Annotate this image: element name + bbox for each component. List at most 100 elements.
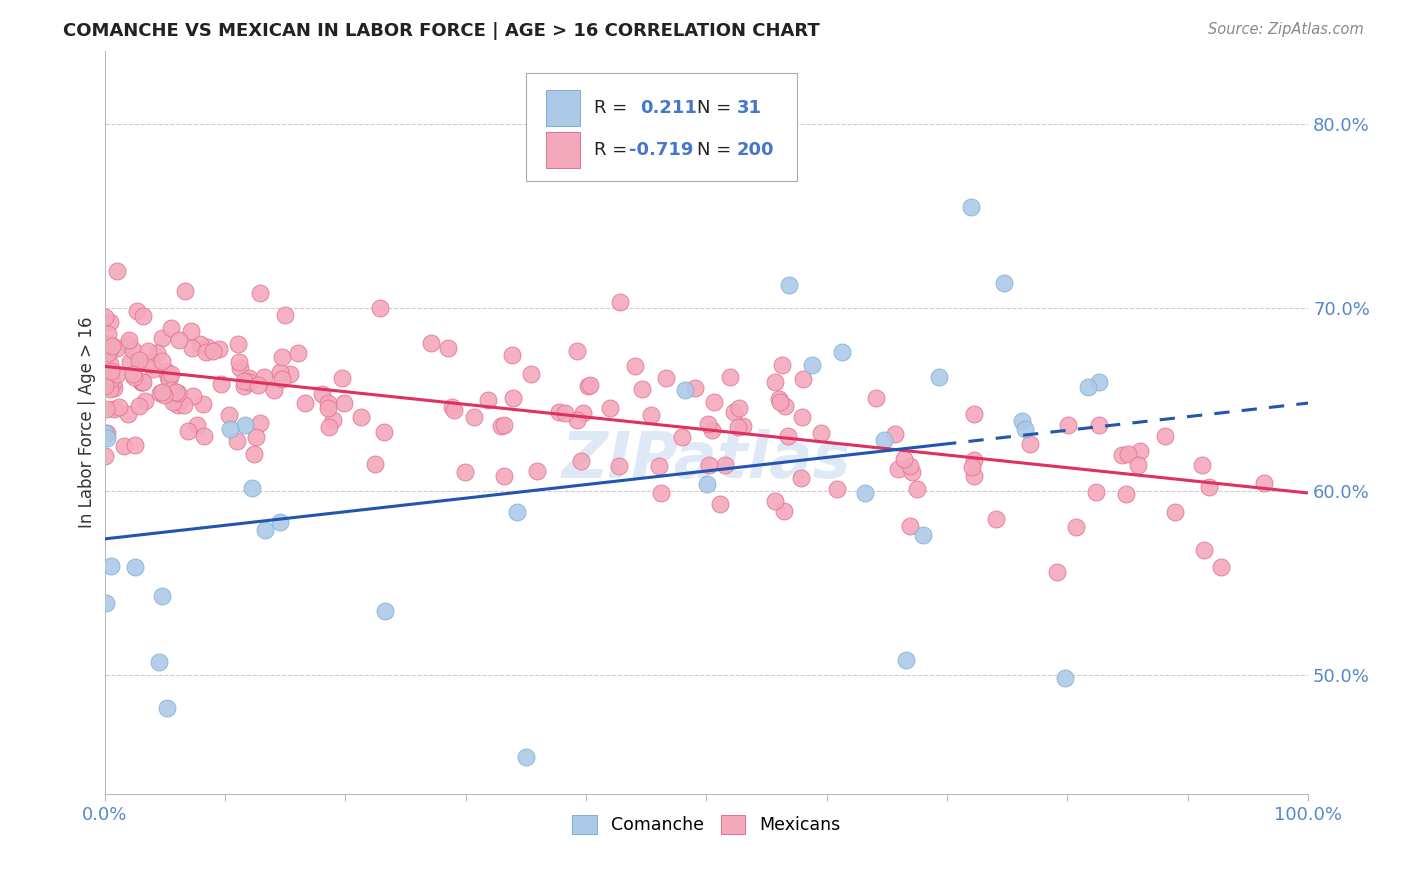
Point (94, 426, 117, 441)
Point (477, 393, 499, 408)
Point (122, 368, 145, 382)
Point (311, 387, 333, 401)
Point (723, 405, 745, 419)
Point (884, 427, 907, 442)
Text: R =: R = (595, 99, 627, 117)
FancyBboxPatch shape (547, 90, 581, 126)
Point (898, 518, 921, 533)
Point (1088, 418, 1111, 433)
Point (554, 406, 576, 420)
Point (181, 389, 204, 403)
Point (135, 356, 157, 370)
Point (872, 433, 894, 447)
Point (162, 395, 184, 409)
Text: 200: 200 (737, 141, 773, 160)
Point (233, 374, 256, 388)
Point (569, 454, 592, 468)
Point (249, 416, 271, 430)
Point (124, 559, 146, 574)
Point (501, 348, 523, 362)
Point (180, 324, 202, 338)
Point (763, 375, 786, 389)
Point (778, 429, 800, 443)
Point (463, 409, 485, 424)
Point (790, 471, 813, 485)
Point (1085, 484, 1108, 499)
Point (96, 426, 118, 441)
Y-axis label: In Labor Force | Age > 16: In Labor Force | Age > 16 (79, 317, 96, 528)
Point (696, 477, 718, 491)
Text: 31: 31 (737, 99, 762, 117)
Point (770, 358, 793, 372)
Point (491, 418, 513, 433)
Point (515, 750, 537, 764)
Point (576, 379, 599, 393)
Point (97, 346, 120, 360)
Point (928, 370, 950, 384)
Point (253, 369, 276, 384)
Point (1194, 542, 1216, 557)
Point (962, 460, 984, 475)
Point (671, 430, 693, 444)
Point (146, 346, 169, 360)
Point (177, 424, 200, 438)
Point (274, 308, 297, 322)
Point (1111, 448, 1133, 462)
Point (228, 355, 250, 369)
Point (494, 469, 516, 483)
Point (263, 383, 285, 397)
Point (166, 384, 188, 399)
Point (152, 589, 174, 603)
Point (364, 458, 387, 472)
Point (648, 459, 671, 474)
Point (333, 396, 356, 410)
Text: Source: ZipAtlas.com: Source: ZipAtlas.com (1208, 22, 1364, 37)
Point (136, 344, 159, 359)
Point (831, 344, 853, 359)
Point (1153, 428, 1175, 442)
Point (441, 400, 464, 414)
Point (122, 369, 145, 384)
Point (218, 408, 240, 422)
Point (887, 461, 910, 475)
Legend: Comanche, Mexicans: Comanche, Mexicans (565, 808, 848, 841)
Point (97, 369, 120, 384)
Point (572, 406, 595, 420)
Point (567, 413, 589, 427)
Point (905, 483, 928, 497)
Point (120, 355, 142, 369)
Point (173, 398, 195, 412)
Point (245, 429, 267, 443)
Point (1163, 505, 1185, 519)
Point (506, 505, 529, 519)
Point (1054, 671, 1077, 685)
Point (420, 336, 443, 351)
Point (769, 395, 792, 409)
Text: COMANCHE VS MEXICAN IN LABOR FORCE | AGE > 16 CORRELATION CHART: COMANCHE VS MEXICAN IN LABOR FORCE | AGE… (63, 22, 820, 40)
Point (131, 375, 153, 389)
Point (238, 371, 260, 385)
Point (101, 339, 124, 353)
Point (195, 340, 218, 354)
Point (287, 346, 309, 360)
Point (94, 402, 117, 417)
Point (792, 410, 814, 425)
Point (548, 404, 571, 418)
Point (226, 434, 249, 449)
Point (318, 420, 340, 434)
Point (229, 361, 252, 376)
Point (117, 407, 139, 421)
Point (129, 376, 152, 390)
Point (792, 372, 814, 386)
Text: R =: R = (595, 141, 627, 160)
Point (235, 418, 257, 433)
Point (270, 372, 292, 386)
Point (249, 285, 271, 300)
Point (1077, 380, 1099, 394)
Point (100, 559, 122, 574)
Point (150, 331, 173, 345)
Point (100, 363, 122, 377)
Point (801, 358, 824, 372)
Point (896, 653, 918, 667)
Point (278, 368, 301, 382)
